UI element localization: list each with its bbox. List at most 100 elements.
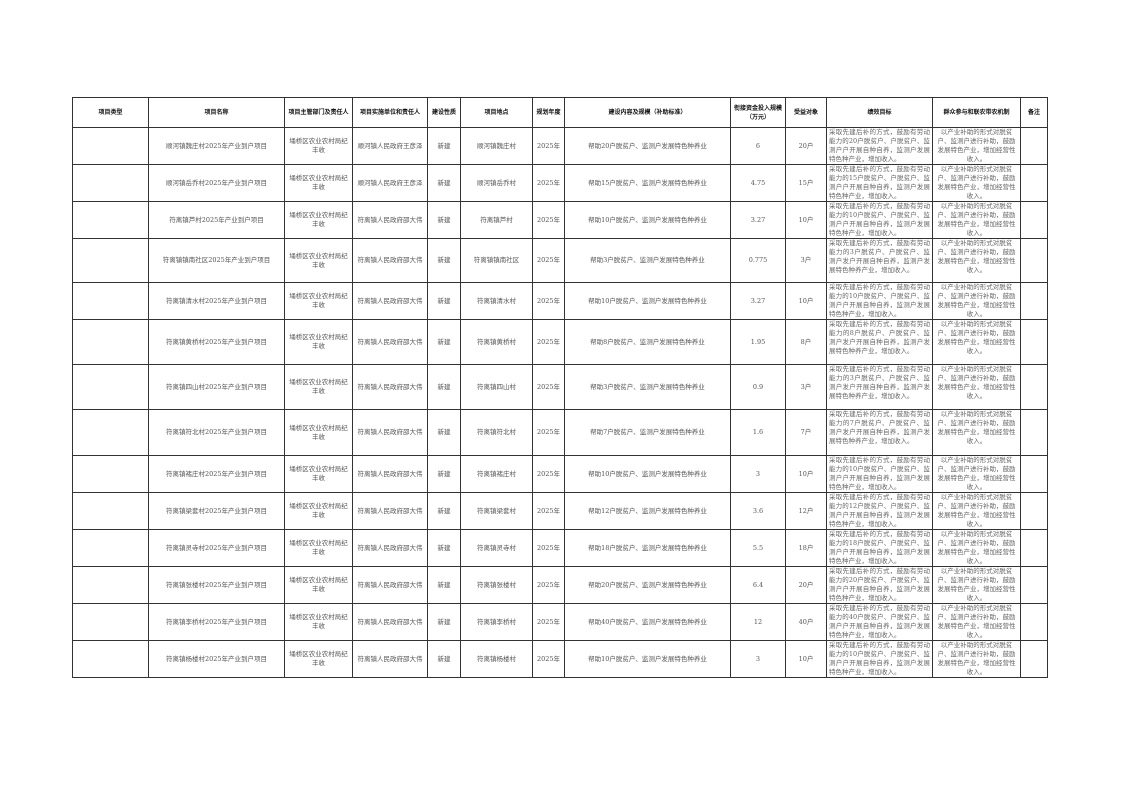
cell-note — [1020, 201, 1048, 239]
cell-nature: 新建 — [427, 603, 461, 641]
cell-beneficiary: 3户 — [785, 238, 827, 283]
cell-type — [72, 529, 149, 567]
table-row: 符离镇李桥村2025年产业到户项目 埇桥区农业农村局纪丰收 符离镇人民政府邵大伟 新建… — [72, 603, 1048, 641]
cell-note — [1020, 603, 1048, 641]
cell-nature: 新建 — [427, 566, 461, 604]
cell-beneficiary: 10户 — [785, 282, 827, 320]
cell-funds: 3 — [730, 640, 786, 678]
cell-note — [1020, 364, 1048, 410]
cell-nature: 新建 — [427, 201, 461, 239]
cell-dept: 埇桥区农业农村局纪丰收 — [284, 640, 353, 678]
cell-beneficiary: 18户 — [785, 529, 827, 567]
cell-mechanism: 以产业补助的形式对脱贫户、监测户进行补助，鼓励发展特色产业，增加经营性收入。 — [932, 566, 1021, 604]
header-row: 项目类型 项目名称 项目主管部门及责任人 项目实施单位和责任人 建设性质 项目地点 规划年度… — [72, 97, 1048, 128]
cell-funds: 3.27 — [730, 201, 786, 239]
cell-content: 帮助8户脱贫户、监测户发展特色种养业 — [564, 319, 731, 365]
cell-dept: 埇桥区农业农村局纪丰收 — [284, 492, 353, 530]
cell-funds: 12 — [730, 603, 786, 641]
cell-mechanism: 以产业补助的形式对脱贫户、监测户进行补助，鼓励发展特色产业，增加经营性收入。 — [932, 640, 1021, 678]
cell-name: 符离镇清水村2025年产业到户项目 — [148, 282, 285, 320]
header-note: 备注 — [1020, 97, 1048, 128]
cell-mechanism: 以产业补助的形式对脱贫户、监测户进行补助，鼓励发展特色产业，增加经营性收入。 — [932, 492, 1021, 530]
cell-goal: 采取先建后补的方式，鼓励有劳动能力的18户脱贫户、户脱贫户、监测户户开展自种自养… — [826, 529, 933, 567]
cell-beneficiary: 7户 — [785, 409, 827, 456]
cell-content: 帮助10户脱贫户、监测户发展特色种养业 — [564, 201, 731, 239]
cell-unit: 顺河镇人民政府王彦泽 — [352, 164, 428, 202]
cell-dept: 埇桥区农业农村局纪丰收 — [284, 529, 353, 567]
cell-unit: 符离镇人民政府邵大伟 — [352, 201, 428, 239]
cell-goal: 采取先建后补的方式，鼓励有劳动能力的12户脱贫户、户脱贫户、监测户户开展自种自养… — [826, 492, 933, 530]
cell-goal: 采取先建后补的方式，鼓励有劳动能力的10户脱贫户、户脱贫户、监测户户开展自种自养… — [826, 282, 933, 320]
cell-unit: 符离镇人民政府邵大伟 — [352, 238, 428, 283]
table-row: 符离镇梁套村2025年产业到户项目 埇桥区农业农村局纪丰收 符离镇人民政府邵大伟 新建… — [72, 492, 1048, 530]
cell-dept: 埇桥区农业农村局纪丰收 — [284, 603, 353, 641]
cell-beneficiary: 10户 — [785, 455, 827, 493]
cell-year: 2025年 — [532, 319, 565, 365]
cell-name: 符离镇芦村2025年产业到户项目 — [148, 201, 285, 239]
header-funds: 衔接资金投入规模（万元） — [730, 97, 786, 128]
cell-year: 2025年 — [532, 566, 565, 604]
cell-note — [1020, 127, 1048, 165]
cell-content: 帮助18户脱贫户、监测户发展特色种养业 — [564, 529, 731, 567]
cell-unit: 符离镇人民政府邵大伟 — [352, 455, 428, 493]
cell-dept: 埇桥区农业农村局纪丰收 — [284, 164, 353, 202]
cell-beneficiary: 8户 — [785, 319, 827, 365]
cell-type — [72, 640, 149, 678]
cell-dept: 埇桥区农业农村局纪丰收 — [284, 409, 353, 456]
table-row: 符离镇黄桥村2025年产业到户项目 埇桥区农业农村局纪丰收 符离镇人民政府邵大伟 新建… — [72, 319, 1048, 365]
cell-funds: 0.775 — [730, 238, 786, 283]
table-row: 符离镇清水村2025年产业到户项目 埇桥区农业农村局纪丰收 符离镇人民政府邵大伟 新建… — [72, 282, 1048, 320]
cell-unit: 符离镇人民政府邵大伟 — [352, 529, 428, 567]
cell-year: 2025年 — [532, 364, 565, 410]
cell-name: 符离镇符北村2025年产业到户项目 — [148, 409, 285, 456]
cell-nature: 新建 — [427, 282, 461, 320]
cell-funds: 3.27 — [730, 282, 786, 320]
cell-mechanism: 以产业补助的形式对脱贫户、监测户进行补助，鼓励发展特色产业，增加经营性收入。 — [932, 455, 1021, 493]
cell-dept: 埇桥区农业农村局纪丰收 — [284, 282, 353, 320]
cell-mechanism: 以产业补助的形式对脱贫户、监测户进行补助，鼓励发展特色产业，增加经营性收入。 — [932, 164, 1021, 202]
cell-type — [72, 319, 149, 365]
cell-nature: 新建 — [427, 127, 461, 165]
cell-note — [1020, 529, 1048, 567]
cell-name: 符离镇四山村2025年产业到户项目 — [148, 364, 285, 410]
cell-type — [72, 492, 149, 530]
table-row: 顺河镇岳乔村2025年产业到户项目 埇桥区农业农村局纪丰收 顺河镇人民政府王彦泽 新建… — [72, 164, 1048, 202]
cell-beneficiary: 15户 — [785, 164, 827, 202]
cell-year: 2025年 — [532, 238, 565, 283]
cell-name: 符离镇梁套村2025年产业到户项目 — [148, 492, 285, 530]
cell-mechanism: 以产业补助的形式对脱贫户、监测户进行补助，鼓励发展特色产业，增加经营性收入。 — [932, 238, 1021, 283]
header-content: 建设内容及规模（补助标准） — [564, 97, 731, 128]
cell-goal: 采取先建后补的方式，鼓励有劳动能力的20户脱贫户、户脱贫户、监测户户开展自种自养… — [826, 127, 933, 165]
cell-nature: 新建 — [427, 319, 461, 365]
cell-nature: 新建 — [427, 238, 461, 283]
cell-content: 帮助3户脱贫户、监测户发展特色种养业 — [564, 364, 731, 410]
cell-year: 2025年 — [532, 127, 565, 165]
cell-location: 符离镇四山村 — [460, 364, 533, 410]
cell-goal: 采取先建后补的方式，鼓励有劳动能力的3户脱贫户、户脱贫户、监测户发户开展自种自养… — [826, 238, 933, 283]
cell-type — [72, 364, 149, 410]
cell-mechanism: 以产业补助的形式对脱贫户、监测户进行补助，鼓励发展特色产业，增加经营性收入。 — [932, 364, 1021, 410]
cell-goal: 采取先建后补的方式，鼓励有劳动能力的10户脱贫户、户脱贫户、监测户户开展自种自养… — [826, 201, 933, 239]
cell-note — [1020, 282, 1048, 320]
cell-goal: 采取先建后补的方式，鼓励有劳动能力的8户脱贫户、户脱贫户、监测户发户开展自种自养… — [826, 319, 933, 365]
cell-beneficiary: 10户 — [785, 201, 827, 239]
cell-nature: 新建 — [427, 640, 461, 678]
cell-beneficiary: 12户 — [785, 492, 827, 530]
cell-location: 符离镇符北村 — [460, 409, 533, 456]
cell-name: 符离镇李桥村2025年产业到户项目 — [148, 603, 285, 641]
table-row: 符离镇杨楼村2025年产业到户项目 埇桥区农业农村局纪丰收 符离镇人民政府邵大伟 新建… — [72, 640, 1048, 678]
cell-year: 2025年 — [532, 409, 565, 456]
cell-location: 符离镇芦村 — [460, 201, 533, 239]
cell-dept: 埇桥区农业农村局纪丰收 — [284, 455, 353, 493]
cell-unit: 符离镇人民政府邵大伟 — [352, 319, 428, 365]
cell-nature: 新建 — [427, 364, 461, 410]
cell-funds: 0.9 — [730, 364, 786, 410]
cell-note — [1020, 238, 1048, 283]
cell-funds: 6.4 — [730, 566, 786, 604]
cell-year: 2025年 — [532, 164, 565, 202]
cell-beneficiary: 10户 — [785, 640, 827, 678]
cell-note — [1020, 164, 1048, 202]
cell-name: 符离镇杨楼村2025年产业到户项目 — [148, 640, 285, 678]
cell-mechanism: 以产业补助的形式对脱贫户、监测户进行补助，鼓励发展特色产业，增加经营性收入。 — [932, 127, 1021, 165]
cell-funds: 6 — [730, 127, 786, 165]
